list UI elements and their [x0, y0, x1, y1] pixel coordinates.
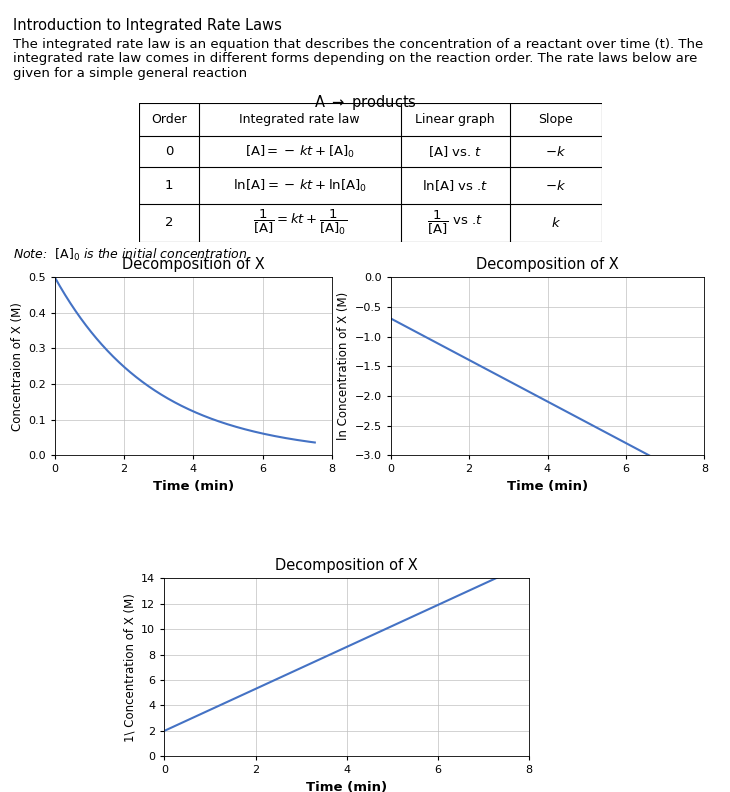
Text: $-k$: $-k$: [545, 179, 566, 192]
Text: 1: 1: [164, 179, 173, 192]
Text: Introduction to Integrated Rate Laws: Introduction to Integrated Rate Laws: [13, 18, 282, 33]
Text: The integrated rate law is an equation that describes the concentration of a rea: The integrated rate law is an equation t…: [13, 38, 704, 51]
Text: Order: Order: [151, 113, 187, 126]
Text: Slope: Slope: [539, 113, 573, 126]
Text: $\dfrac{1}{[\mathrm{A}]}$ vs .$t$: $\dfrac{1}{[\mathrm{A}]}$ vs .$t$: [427, 209, 483, 237]
Y-axis label: ln Concentration of X (M): ln Concentration of X (M): [337, 292, 350, 440]
Text: 2: 2: [164, 216, 173, 230]
X-axis label: Time (min): Time (min): [153, 480, 234, 493]
Text: $-k$: $-k$: [545, 145, 566, 159]
Text: 0: 0: [165, 145, 173, 158]
Text: $\dfrac{1}{[\mathrm{A}]} = kt + \dfrac{1}{[\mathrm{A}]_0}$: $\dfrac{1}{[\mathrm{A}]} = kt + \dfrac{1…: [253, 208, 347, 238]
Text: A $\rightarrow$ products: A $\rightarrow$ products: [314, 93, 416, 112]
Text: $\ln[\mathrm{A}] = -\,kt + \ln[\mathrm{A}]_0$: $\ln[\mathrm{A}] = -\,kt + \ln[\mathrm{A…: [233, 177, 367, 194]
X-axis label: Time (min): Time (min): [507, 480, 588, 493]
Text: Linear graph: Linear graph: [415, 113, 495, 126]
Text: $k$: $k$: [551, 216, 561, 230]
Title: Decomposition of X: Decomposition of X: [122, 257, 265, 272]
Text: Integrated rate law: Integrated rate law: [239, 113, 360, 126]
Text: Note:  $[\mathrm{A}]_0$ is the initial concentration: Note: $[\mathrm{A}]_0$ is the initial co…: [13, 247, 247, 263]
X-axis label: Time (min): Time (min): [306, 781, 388, 792]
Text: $[\mathrm{A}]$ vs. $t$: $[\mathrm{A}]$ vs. $t$: [428, 144, 483, 159]
Text: given for a simple general reaction: given for a simple general reaction: [13, 67, 247, 79]
Y-axis label: Concentraion of X (M): Concentraion of X (M): [11, 302, 24, 431]
Title: Decomposition of X: Decomposition of X: [476, 257, 619, 272]
Text: $\ln[\mathrm{A}]$ vs .$t$: $\ln[\mathrm{A}]$ vs .$t$: [422, 178, 488, 193]
Title: Decomposition of X: Decomposition of X: [275, 558, 418, 573]
Text: integrated rate law comes in different forms depending on the reaction order. Th: integrated rate law comes in different f…: [13, 52, 698, 65]
Text: $[\mathrm{A}] = -\,kt + [\mathrm{A}]_0$: $[\mathrm{A}] = -\,kt + [\mathrm{A}]_0$: [245, 144, 355, 160]
Y-axis label: 1\ Concentration of X (M): 1\ Concentration of X (M): [124, 593, 137, 741]
